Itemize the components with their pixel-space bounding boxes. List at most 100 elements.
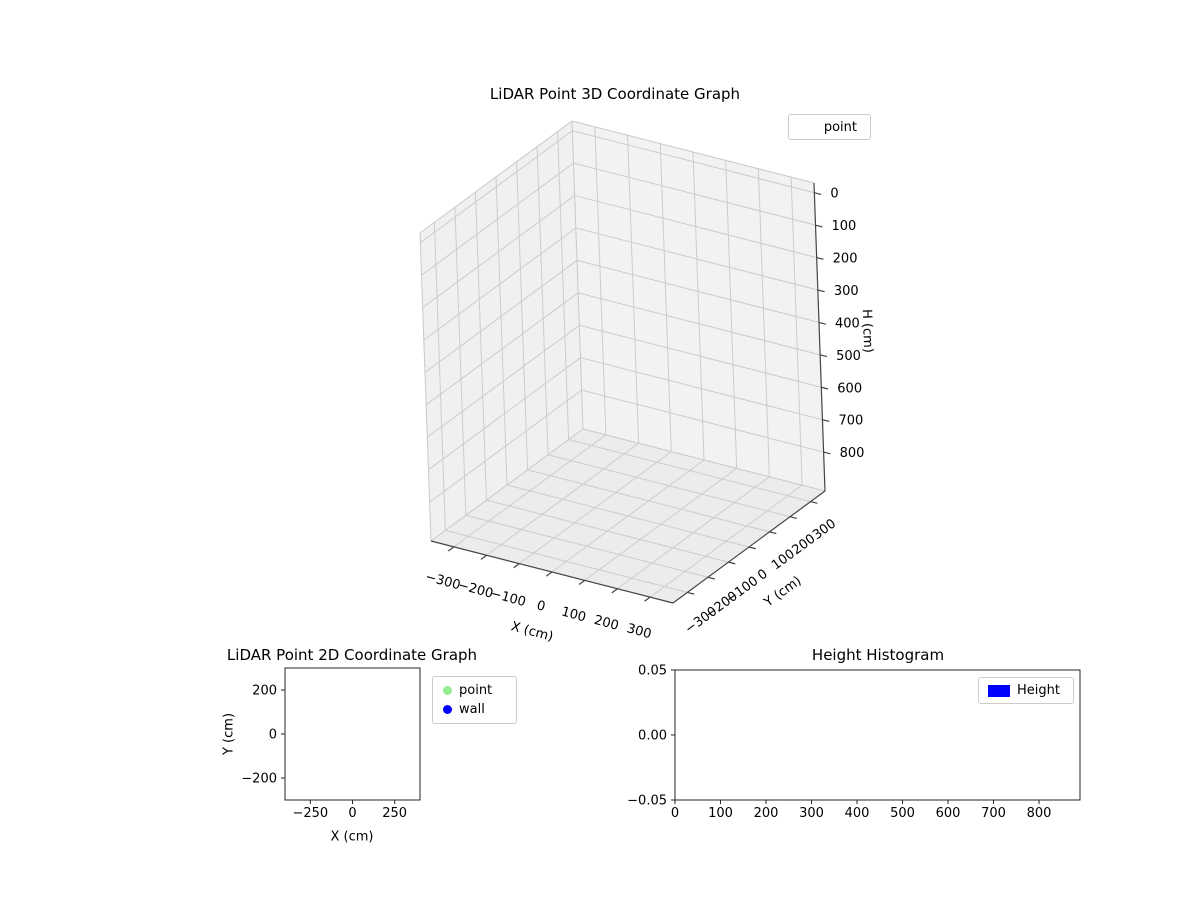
gridline-z: [576, 259, 820, 323]
x-tick-label: 800: [1027, 806, 1052, 821]
plot3d-legend: point: [788, 114, 871, 140]
gridline-y: [433, 222, 446, 531]
gridline-x: [594, 126, 607, 435]
y-tick: [789, 516, 798, 520]
wall-marker-icon: [443, 705, 452, 714]
gridline-x: [486, 442, 639, 556]
z-tick-label: 700: [838, 414, 863, 429]
gridline-z: [581, 389, 824, 453]
x-tick-label: 700: [981, 806, 1006, 821]
gridline-x: [617, 476, 770, 590]
hist-legend-entry-height: Height: [988, 681, 1064, 700]
gridline-y: [557, 131, 570, 440]
gridline-x: [725, 160, 738, 469]
hist-legend: Height: [978, 677, 1074, 704]
gridline-z: [425, 292, 579, 406]
y-tick-label: 0.00: [638, 729, 667, 744]
point-marker-icon: [443, 686, 452, 695]
gridline-y: [495, 176, 508, 486]
plot2d-legend: point wall: [432, 676, 517, 724]
x-tick-label: 200: [592, 613, 620, 634]
gridline-x: [551, 459, 705, 573]
plot3d-legend-label-point: point: [823, 119, 857, 135]
x-tick-label: 300: [799, 806, 824, 821]
z-tick-label: 300: [834, 284, 859, 299]
gridline-y: [536, 146, 549, 455]
gridline-y: [454, 207, 467, 516]
hist-legend-label-height: Height: [1017, 683, 1060, 698]
x-tick-label: −250: [292, 806, 328, 821]
x-tick-label: 500: [890, 806, 915, 821]
y-tick-label: −0.05: [627, 794, 667, 809]
z-tick-label: 400: [835, 316, 860, 331]
z-tick: [818, 321, 826, 325]
gridline-z: [578, 292, 821, 356]
gridline-y: [516, 161, 529, 470]
x-tick: [644, 596, 651, 602]
gridline-z: [420, 130, 573, 244]
x-tick-label: 600: [936, 806, 961, 821]
gridline-x: [453, 434, 607, 548]
plot3d-z-axis-label: H (cm): [858, 308, 876, 354]
height-bar-swatch-icon: [988, 684, 1010, 697]
box-edge: [571, 120, 815, 184]
x-tick-label: 200: [754, 806, 779, 821]
box-edge: [419, 120, 573, 234]
gridline-z: [421, 162, 574, 276]
z-tick: [822, 419, 830, 422]
z-tick-label: 500: [836, 349, 861, 364]
z-tick: [819, 354, 828, 358]
plot2d-frame: [284, 667, 421, 801]
z-tick: [815, 224, 823, 228]
y-tick: [748, 546, 756, 550]
gridline-z: [428, 357, 581, 471]
z-tick-label: 0: [830, 187, 838, 202]
hist-title: Height Histogram: [811, 646, 945, 664]
y-tick: [707, 576, 715, 580]
gridline-x: [627, 135, 640, 444]
gridline-z: [426, 324, 580, 438]
plot2d-title: LiDAR Point 2D Coordinate Graph: [226, 646, 478, 664]
z-tick: [823, 451, 831, 455]
x-tick-label: 300: [625, 621, 653, 642]
z-tick: [814, 192, 822, 196]
gridline-x: [692, 151, 705, 461]
gridline-x: [659, 143, 672, 452]
y-tick-label: −200: [241, 772, 277, 787]
x-tick: [578, 579, 586, 586]
gridline-z: [575, 227, 818, 291]
gridline-z: [424, 260, 578, 373]
x-tick-label: 400: [845, 806, 870, 821]
gridline-z: [573, 162, 816, 226]
gridline-x: [584, 467, 737, 581]
y-tick: [810, 501, 818, 504]
gridline-z: [579, 324, 822, 388]
gridline-z: [580, 357, 823, 421]
gridline-z: [574, 195, 817, 259]
x-tick: [447, 546, 455, 552]
box-edge: [582, 428, 826, 492]
x-tick-label: 250: [382, 806, 407, 821]
x-tick-label: 0: [671, 806, 679, 821]
z-tick-label: 800: [840, 446, 865, 461]
plot3d-title: LiDAR Point 3D Coordinate Graph: [489, 85, 741, 103]
y-tick-label: 0: [269, 728, 277, 743]
box-edge: [571, 120, 584, 430]
gridline-z: [422, 195, 575, 308]
x-tick: [546, 571, 553, 577]
z-tick-label: 100: [832, 219, 857, 234]
z-tick-label: 200: [833, 252, 858, 267]
z-tick-label: 600: [837, 381, 862, 396]
x-tick: [611, 588, 618, 594]
z-tick: [821, 386, 829, 390]
x-tick: [480, 554, 487, 560]
x-tick-label: 100: [560, 605, 588, 626]
gridline-z: [572, 130, 815, 194]
z-axis-line: [813, 182, 826, 492]
y-tick: [769, 531, 777, 535]
plot2d-legend-label-point: point: [459, 683, 493, 698]
y-tick-label: 0.05: [638, 664, 667, 679]
gridline-x: [757, 168, 770, 477]
